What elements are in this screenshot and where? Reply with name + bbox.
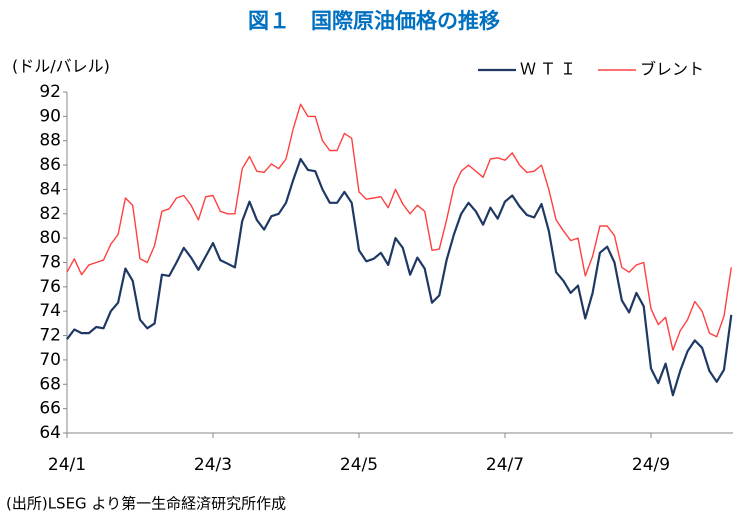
x-tick-label: 24/7: [486, 455, 524, 475]
legend-label: ブレント: [640, 60, 704, 79]
x-tick-label: 24/1: [48, 455, 86, 475]
x-tick-label: 24/5: [340, 455, 378, 475]
x-tick-label: 24/9: [632, 455, 670, 475]
y-axis-label: (ドル/バレル): [12, 57, 110, 76]
line-series: [66, 157, 733, 397]
y-tick-label: 74: [39, 301, 61, 321]
y-tick-label: 78: [39, 253, 61, 273]
y-tick-label: 80: [39, 228, 61, 248]
y-tick-label: 88: [39, 131, 61, 151]
y-tick-label: 66: [39, 399, 61, 419]
line-series: [66, 103, 732, 351]
y-tick-label: 86: [39, 155, 61, 175]
source-note: (出所)LSEG より第一生命経済研究所作成: [6, 495, 286, 513]
chart-title: 図１ 国際原油価格の推移: [248, 9, 500, 33]
y-tick-label: 92: [39, 82, 61, 102]
y-tick-label: 82: [39, 204, 61, 224]
legend-label: ＷＴＩ: [520, 60, 580, 79]
y-tick-label: 84: [39, 179, 61, 199]
y-tick-label: 70: [39, 350, 61, 370]
x-tick-label: 24/3: [194, 455, 232, 475]
y-tick-label: 76: [39, 277, 61, 297]
y-tick-label: 90: [39, 106, 61, 126]
y-tick-label: 68: [39, 374, 61, 394]
y-tick-label: 64: [39, 423, 61, 443]
y-tick-label: 72: [39, 326, 61, 346]
